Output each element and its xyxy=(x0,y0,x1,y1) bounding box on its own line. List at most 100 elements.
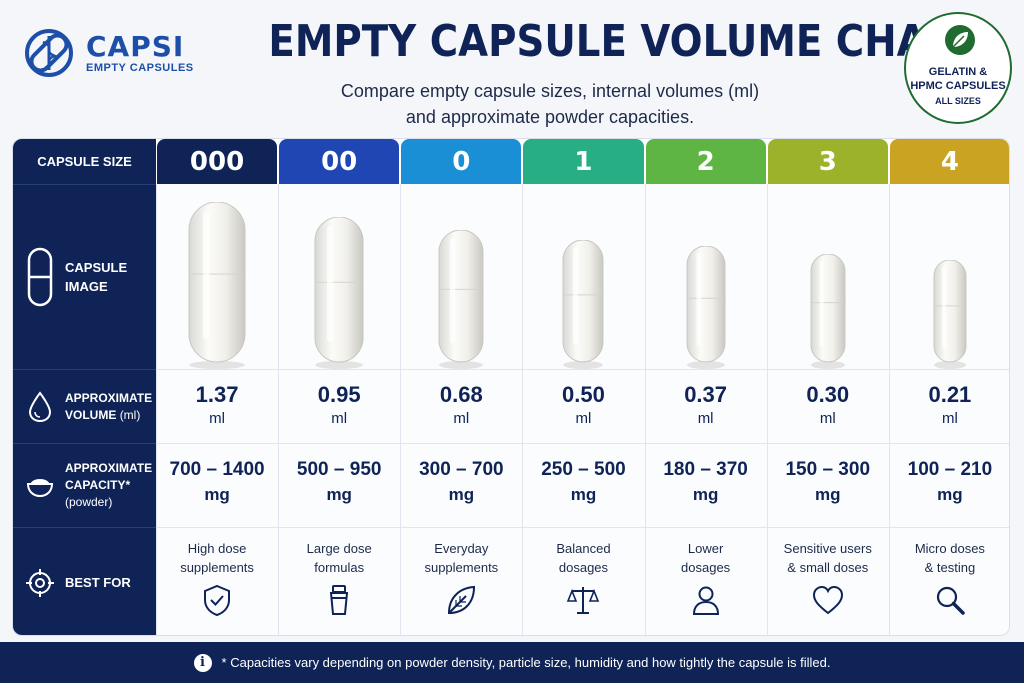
volume-value: 0.37 xyxy=(684,382,728,407)
volume-unit: ml xyxy=(331,410,348,427)
capsule-image xyxy=(810,254,846,369)
size-label: 000 xyxy=(189,146,245,177)
footer-note: i * Capacities vary depending on powder … xyxy=(0,642,1024,683)
volume-unit: ml xyxy=(941,410,958,427)
best-for-line-1: Everyday xyxy=(434,541,489,556)
size-label: 3 xyxy=(818,146,837,177)
capacity-value: 100 – 210 xyxy=(907,459,993,480)
volume-value: 1.37 xyxy=(195,382,239,407)
shield-check-icon xyxy=(204,584,231,617)
volume-unit: ml xyxy=(453,410,470,427)
size-label: 1 xyxy=(574,146,593,177)
row-header-column: CAPSULE SIZE CAPSULE IMAGE APPROXIMATE V… xyxy=(13,139,156,635)
magnifier-icon xyxy=(936,586,965,615)
heart-icon xyxy=(812,585,843,615)
brand-logo: CAPSI EMPTY CAPSULES xyxy=(20,28,194,78)
capacity-unit: mg xyxy=(570,485,597,504)
best-for-line-2: & testing xyxy=(924,560,976,575)
best-for-line-1: Lower xyxy=(687,541,724,556)
volume-unit: ml xyxy=(697,410,714,427)
capacity-value: 500 – 950 xyxy=(296,459,382,480)
subtitle-line-1: Compare empty capsule sizes, internal vo… xyxy=(340,81,760,101)
capsi-logo-icon xyxy=(25,29,73,77)
info-icon: i xyxy=(193,653,212,672)
row-header-image: CAPSULE IMAGE xyxy=(13,185,156,369)
badge-line-1: GELATIN & xyxy=(928,66,988,78)
size-header-6: 4 xyxy=(889,139,1009,184)
size-label: 00 xyxy=(321,146,358,177)
capacity-unit: mg xyxy=(448,485,475,504)
best-for-line-1: Balanced xyxy=(556,541,611,556)
best-for-text: Large dose formulas xyxy=(278,539,400,577)
best-for-line-2: formulas xyxy=(314,560,365,575)
capacity-unit: mg xyxy=(937,485,963,504)
leaf-icon xyxy=(448,585,476,615)
size-header-0: 000 xyxy=(157,139,278,184)
best-for-line-1: High dose xyxy=(187,541,247,556)
size-label: 0 xyxy=(452,146,471,177)
footer-text: * Capacities vary depending on powder de… xyxy=(221,655,831,670)
best-for-text: High dose supplements xyxy=(156,539,278,577)
capacity-value: 150 – 300 xyxy=(785,459,871,480)
badge-line-3: ALL SIZES xyxy=(935,96,981,106)
size-header-5: 3 xyxy=(767,139,888,184)
size-column-6 xyxy=(888,184,1009,635)
leaf-icon xyxy=(945,25,975,55)
capsule-size-table: CAPSULE SIZE CAPSULE IMAGE APPROXIMATE V… xyxy=(12,138,1010,636)
badge-line-2: HPMC CAPSULES xyxy=(910,80,1006,92)
volume-unit: ml xyxy=(575,410,592,427)
best-for-line-2: supplements xyxy=(180,560,254,575)
row-header-capacity-line-2: CAPACITY* xyxy=(65,478,131,492)
best-for-line-2: dosages xyxy=(681,560,731,575)
capsule-image xyxy=(438,230,484,369)
row-header-size: CAPSULE SIZE xyxy=(13,139,156,184)
best-for-line-2: & small doses xyxy=(787,560,869,575)
best-for-text: Everyday supplements xyxy=(400,539,522,577)
size-header-2: 0 xyxy=(401,139,522,184)
droplet-icon xyxy=(25,387,55,427)
volume-unit: ml xyxy=(819,410,836,427)
best-for-text: Lower dosages xyxy=(645,539,767,577)
capacity-unit: mg xyxy=(815,485,841,504)
capacity-unit: mg xyxy=(204,485,230,504)
best-for-text: Sensitive users & small doses xyxy=(767,539,889,577)
best-for-line-1: Large dose xyxy=(306,541,372,556)
capsule-image xyxy=(686,246,726,369)
row-header-size-label: CAPSULE SIZE xyxy=(37,154,132,169)
row-header-best-for: BEST FOR xyxy=(13,528,156,635)
subtitle-line-2: and approximate powder capacities. xyxy=(405,107,695,127)
row-header-best-for-label: BEST FOR xyxy=(65,575,131,590)
gelatin-hpmc-badge: GELATIN & HPMC CAPSULES ALL SIZES xyxy=(904,12,1012,124)
volume-value: 0.68 xyxy=(439,382,483,407)
volume-unit: ml xyxy=(209,410,225,427)
volume-value: 0.21 xyxy=(928,382,972,407)
row-header-image-line-1: CAPSULE xyxy=(65,260,128,275)
volume-value: 0.95 xyxy=(317,382,361,407)
row-header-volume-unit: (ml) xyxy=(119,407,141,422)
capsule-icon xyxy=(25,247,55,307)
capacity-unit: mg xyxy=(692,485,719,504)
user-icon xyxy=(692,586,719,615)
capsule-image xyxy=(188,202,246,369)
size-header-1: 00 xyxy=(279,139,400,184)
volume-value: 0.50 xyxy=(562,382,605,407)
target-icon xyxy=(25,563,55,603)
brand-tagline: EMPTY CAPSULES xyxy=(86,62,194,74)
brand-name: CAPSI xyxy=(86,30,185,63)
volume-value: 0.30 xyxy=(806,382,850,407)
page-subtitle: Compare empty capsule sizes, internal vo… xyxy=(260,78,840,130)
capacity-value: 180 – 370 xyxy=(663,459,748,480)
capsule-image xyxy=(933,260,967,369)
row-header-volume: APPROXIMATE VOLUME (ml) xyxy=(13,370,156,443)
shaker-bottle-icon xyxy=(330,585,349,615)
best-for-text: Micro doses & testing xyxy=(889,539,1009,577)
row-header-capacity: APPROXIMATE CAPACITY* (powder) xyxy=(13,444,156,527)
capsule-image xyxy=(562,240,604,369)
best-for-line-2: supplements xyxy=(424,560,499,575)
row-header-image-line-2: IMAGE xyxy=(65,279,108,294)
page-title: EMPTY CAPSULE VOLUME CHART xyxy=(268,16,982,67)
row-header-volume-line-2: VOLUME xyxy=(65,407,117,422)
powder-bowl-icon xyxy=(25,466,55,506)
best-for-line-2: dosages xyxy=(558,560,609,575)
capsule-image xyxy=(314,217,364,369)
